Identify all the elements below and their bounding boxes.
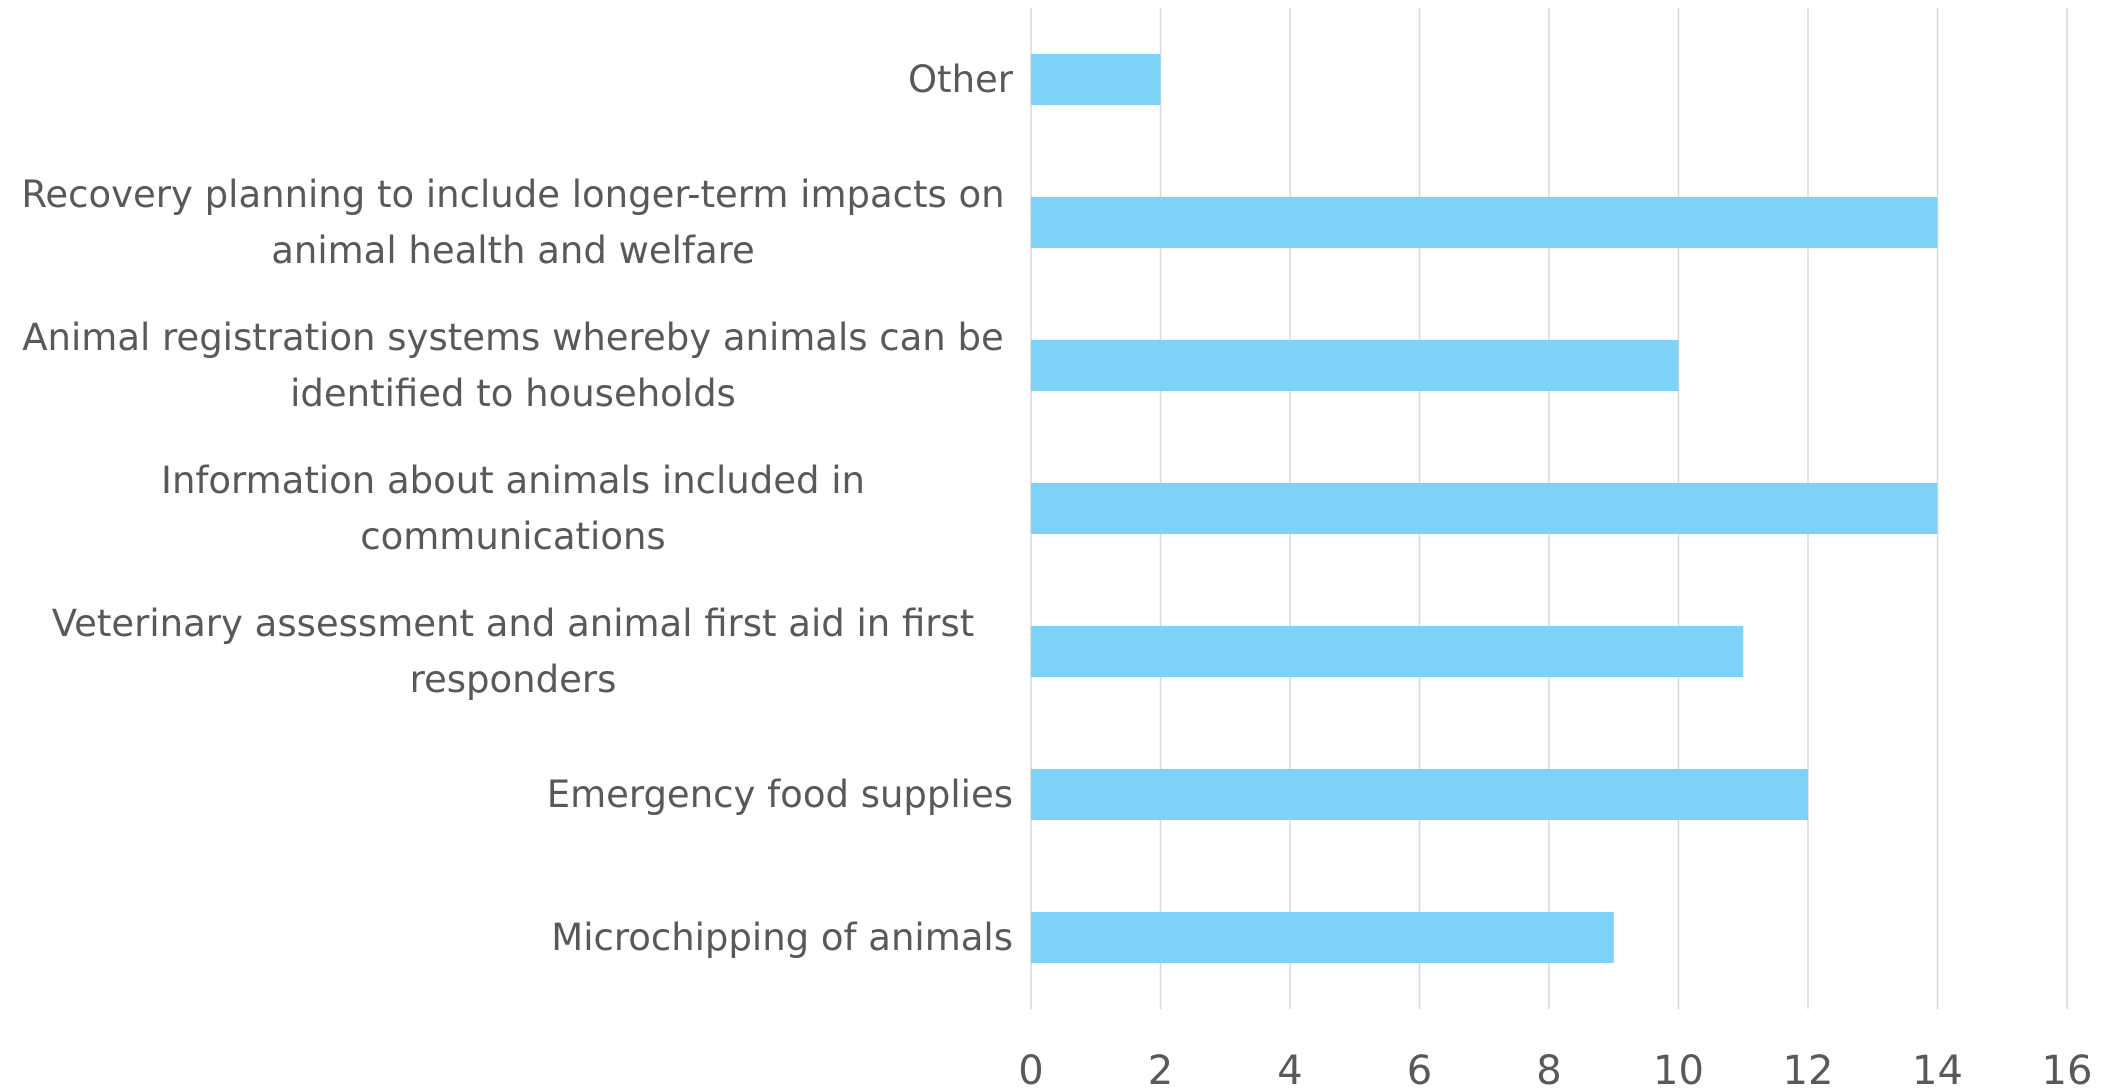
bar: [1031, 340, 1679, 391]
x-tick-label: 16: [2042, 1048, 2093, 1089]
y-tick-label: Information about animals included in co…: [161, 458, 865, 558]
x-tick-label: 4: [1277, 1048, 1302, 1089]
x-tick-label: 0: [1018, 1048, 1043, 1089]
x-tick-label: 2: [1148, 1048, 1173, 1089]
y-tick-label: Animal registration systems whereby anim…: [22, 315, 1004, 415]
x-tick-label: 6: [1407, 1048, 1432, 1089]
y-tick-label: Other: [907, 57, 1013, 101]
bar: [1031, 54, 1161, 105]
x-tick-label: 8: [1536, 1048, 1561, 1089]
x-tick-label: 12: [1783, 1048, 1834, 1089]
bar: [1031, 626, 1744, 677]
bar: [1031, 483, 1938, 534]
y-tick-label: Emergency food supplies: [546, 772, 1013, 816]
y-tick-label: Recovery planning to include longer-term…: [21, 172, 1005, 272]
bar: [1031, 769, 1808, 820]
bar: [1031, 197, 1938, 248]
x-tick-label: 14: [1912, 1048, 1963, 1089]
bar: [1031, 912, 1614, 963]
x-tick-label: 10: [1653, 1048, 1704, 1089]
y-tick-label: Veterinary assessment and animal first a…: [51, 601, 975, 701]
y-tick-label: Microchipping of animals: [551, 915, 1013, 959]
